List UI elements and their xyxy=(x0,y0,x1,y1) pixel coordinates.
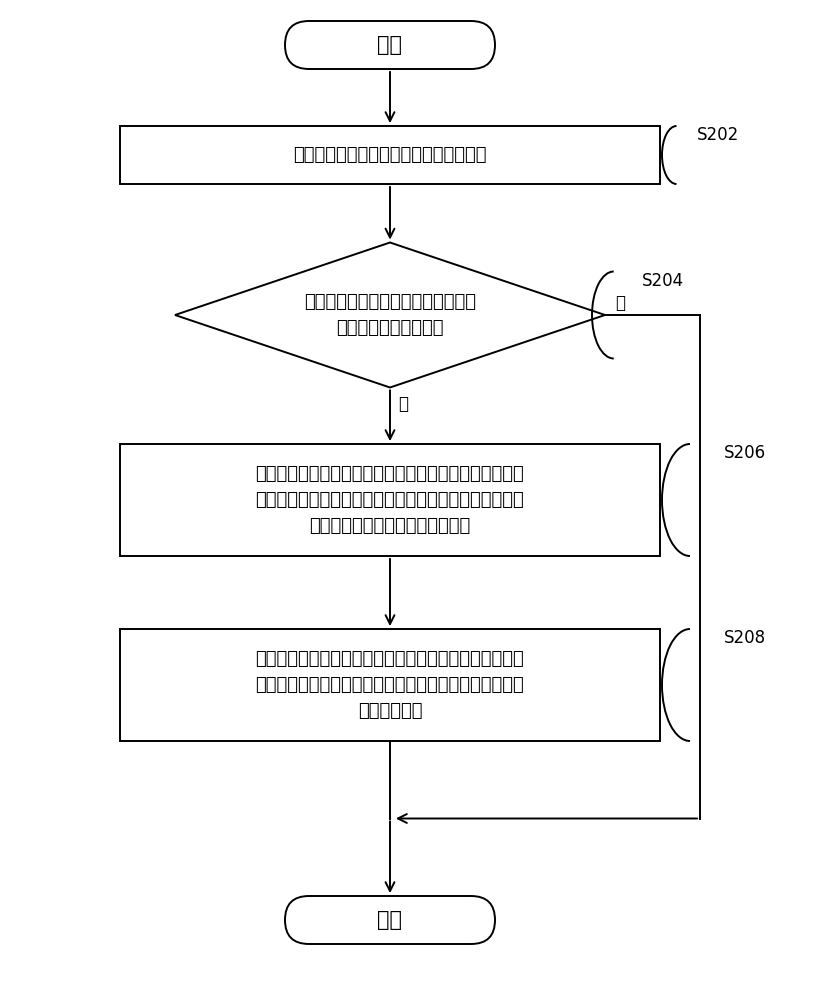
Text: 是: 是 xyxy=(398,395,408,414)
Bar xyxy=(120,444,660,556)
Text: S204: S204 xyxy=(641,271,684,290)
Bar xyxy=(120,126,660,184)
Text: 否: 否 xyxy=(615,294,625,312)
FancyBboxPatch shape xyxy=(285,896,495,944)
Bar xyxy=(120,629,660,741)
Text: 开始: 开始 xyxy=(377,35,403,55)
Text: 结束: 结束 xyxy=(377,910,403,930)
Text: S208: S208 xyxy=(724,629,766,647)
Text: S206: S206 xyxy=(724,444,766,462)
Text: S202: S202 xyxy=(697,126,739,144)
Polygon shape xyxy=(175,242,605,387)
Text: 将移动端设备发出的网络数据请求转发到第一无线通信网
络的第一流量代理结算网关，由第一流量代理结算网关向
网络数据服务器发出网络数据请求: 将移动端设备发出的网络数据请求转发到第一无线通信网 络的第一流量代理结算网关，由… xyxy=(256,465,525,535)
FancyBboxPatch shape xyxy=(285,21,495,69)
Text: 判断移动端设备当前的数据网络状态
信息是否符合预置条件: 判断移动端设备当前的数据网络状态 信息是否符合预置条件 xyxy=(304,293,476,337)
Text: 获取移动端设备当前的数据网络状态信息: 获取移动端设备当前的数据网络状态信息 xyxy=(293,146,487,164)
Text: 从第一流量代理结算网关接收网络数据服务器所返回的网
络数据，与第一流量代理结算网关就所述网络数据产生的
流量进行结算: 从第一流量代理结算网关接收网络数据服务器所返回的网 络数据，与第一流量代理结算网… xyxy=(256,650,525,720)
